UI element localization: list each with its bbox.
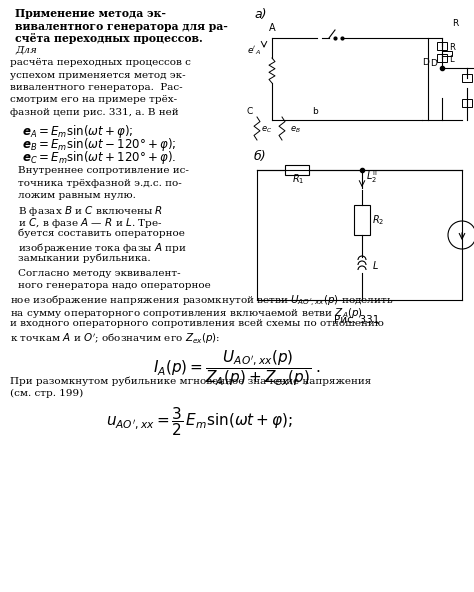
Text: D: D (430, 59, 437, 68)
Text: Для: Для (15, 46, 37, 54)
Text: точника трёхфазной э.д.с. по-: точника трёхфазной э.д.с. по- (18, 179, 182, 188)
Bar (437, 42, 447, 50)
Text: б): б) (254, 150, 266, 163)
Text: к точкам $A$ и $O'$; обозначим его $Z_{ex}(p)$:: к точкам $A$ и $O'$; обозначим его $Z_{e… (10, 332, 220, 346)
Text: $R_2$: $R_2$ (372, 213, 384, 227)
Text: смотрим его на примере трёх-: смотрим его на примере трёх- (10, 95, 177, 105)
Bar (354, 205, 370, 235)
Text: замыкании рубильника.: замыкании рубильника. (18, 253, 151, 263)
Text: Применение метода эк-: Применение метода эк- (15, 8, 166, 19)
Text: фазной цепи рис. 331, а. В ней: фазной цепи рис. 331, а. В ней (10, 108, 179, 117)
Text: A: A (269, 23, 275, 33)
Bar (462, 99, 472, 107)
Text: L: L (449, 55, 454, 64)
Text: (см. стр. 199): (см. стр. 199) (10, 388, 83, 398)
Text: счёта переходных процессов.: счёта переходных процессов. (15, 33, 203, 44)
Bar (437, 54, 447, 62)
Text: $\boldsymbol{e}_C = E_m \sin (\omega t + 120° + \varphi).$: $\boldsymbol{e}_C = E_m \sin (\omega t +… (22, 150, 176, 166)
Text: C: C (247, 108, 253, 117)
Text: $e_C$: $e_C$ (261, 125, 272, 135)
Text: $L$: $L$ (372, 259, 379, 271)
Text: В фазах $B$ и $C$ включены $R$: В фазах $B$ и $C$ включены $R$ (18, 204, 163, 217)
Bar (442, 50, 452, 56)
Text: При разомкнутом рубильнике мгновенное значение напряжения: При разомкнутом рубильнике мгновенное зн… (10, 376, 371, 385)
Text: на сумму операторного сопротивления включаемой ветви $Z_A(p)$: на сумму операторного сопротивления вклю… (10, 307, 363, 320)
Text: ное изображение напряжения разомкнутой ветви $U_{AO',xx}(p)$ поделить: ное изображение напряжения разомкнутой в… (10, 294, 393, 309)
Text: $\boldsymbol{e}_B = E_m \sin (\omega t - 120° + \varphi);$: $\boldsymbol{e}_B = E_m \sin (\omega t -… (22, 136, 176, 153)
Text: ного генератора надо операторное: ного генератора надо операторное (18, 282, 211, 291)
Text: ложим равным нулю.: ложим равным нулю. (18, 191, 136, 200)
Text: D: D (422, 58, 429, 67)
Text: Согласно методу эквивалент-: Согласно методу эквивалент- (18, 269, 181, 278)
Text: и $C$, в фазе $A$ — $R$ и $L$. Тре-: и $C$, в фазе $A$ — $R$ и $L$. Тре- (18, 216, 163, 230)
Text: и входного операторного сопротивления всей схемы по отношению: и входного операторного сопротивления вс… (10, 319, 384, 328)
Text: $L_2^{\mathrm{II}}$: $L_2^{\mathrm{II}}$ (366, 168, 377, 185)
Text: $R_1$: $R_1$ (292, 172, 304, 186)
Bar (462, 74, 472, 82)
Text: $u_{AO',xx} = \dfrac{3}{2}\, E_m \sin (\omega t + \varphi);$: $u_{AO',xx} = \dfrac{3}{2}\, E_m \sin (\… (107, 405, 293, 437)
Text: вивалентного генератора для ра-: вивалентного генератора для ра- (15, 21, 228, 31)
Text: R: R (452, 19, 458, 28)
Text: буется составить операторное: буется составить операторное (18, 229, 185, 238)
Text: $I_A(p) = \dfrac{U_{AO',xx}(p)}{Z_A(p) + Z_{ex}(p)}\;.$: $I_A(p) = \dfrac{U_{AO',xx}(p)}{Z_A(p) +… (153, 348, 321, 388)
Text: Рис. 331: Рис. 331 (334, 315, 380, 325)
Text: R: R (473, 75, 474, 84)
Text: $\boldsymbol{e}_A = E_m \sin (\omega t + \varphi);$: $\boldsymbol{e}_A = E_m \sin (\omega t +… (22, 123, 134, 140)
Text: успехом применяется метод эк-: успехом применяется метод эк- (10, 70, 186, 79)
Text: R: R (449, 43, 455, 52)
Text: $e_B$: $e_B$ (290, 125, 301, 135)
Text: Внутреннее сопротивление ис-: Внутреннее сопротивление ис- (18, 166, 189, 175)
Text: расчёта переходных процессов с: расчёта переходных процессов с (10, 58, 191, 67)
Text: $e'_A$: $e'_A$ (247, 45, 261, 57)
Text: а): а) (254, 8, 266, 21)
Text: вивалентного генератора.  Рас-: вивалентного генератора. Рас- (10, 83, 182, 92)
Text: R: R (473, 100, 474, 109)
Text: b: b (312, 108, 318, 117)
Bar (285, 165, 309, 175)
Text: изображение тока фазы $A$ при: изображение тока фазы $A$ при (18, 241, 187, 255)
